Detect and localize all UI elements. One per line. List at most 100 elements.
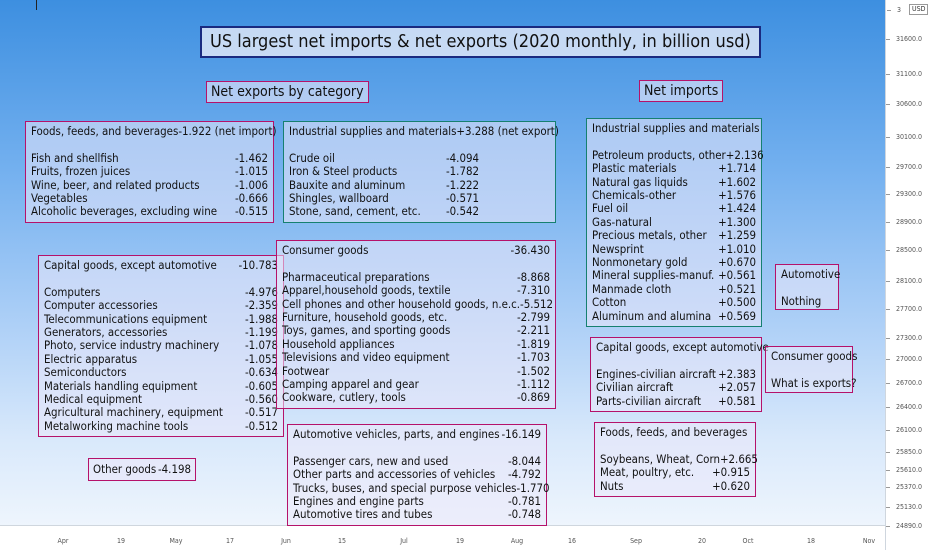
imports-capital-box: Capital goods, except automotive Engines…	[590, 337, 769, 413]
item-name: Computers	[44, 284, 101, 299]
list-item: Computer accessories -2.359	[44, 298, 278, 312]
price-tick: 27700.0	[885, 305, 923, 313]
price-tick: 29300.0	[885, 190, 923, 198]
exports-consumer-box: Consumer goods -36.430 Pharmaceutical pre…	[276, 240, 556, 409]
box-header: Consumer goods	[771, 349, 858, 363]
item-name: Furniture, household goods, etc.	[282, 310, 448, 325]
item-value: -1.819	[516, 336, 550, 351]
item-value: +2.136	[725, 147, 764, 162]
item-name: Shingles, wallboard	[289, 191, 389, 206]
list-item: Iron & Steel products -1.782	[289, 164, 479, 178]
list-item: Furniture, household goods, etc. -2.799	[282, 310, 550, 325]
price-tick: 31600.0	[885, 35, 923, 43]
item-value: -1.502	[516, 363, 550, 378]
box-header: Foods, feeds, and beverages	[31, 124, 179, 138]
item-name: Bauxite and aluminum	[289, 177, 406, 192]
item-value: -4.792	[507, 467, 541, 482]
box-header-value: -4.198	[157, 462, 191, 476]
item-value: -2.211	[516, 323, 550, 338]
item-value: +2.057	[718, 380, 756, 395]
item-name: Trucks, buses, and special purpose vehic…	[293, 480, 517, 495]
price-tick: 27000.0	[885, 355, 923, 363]
item-name: Civilian aircraft	[596, 380, 674, 395]
item-name: Passenger cars, new and used	[293, 453, 449, 468]
net-imports-label: Net imports	[639, 80, 724, 102]
item-value: -0.634	[244, 365, 278, 380]
time-tick: 19	[116, 537, 126, 545]
item-value: +1.576	[718, 188, 756, 203]
exports-automotive-box: Automotive vehicles, parts, and engines -…	[287, 424, 550, 526]
price-tick: 25130.0	[885, 503, 923, 511]
item-name: Chemicals-other	[592, 188, 677, 203]
list-item: Alcoholic beverages, excluding wine -0.51…	[31, 204, 268, 219]
item-name: Footwear	[282, 363, 330, 378]
item-name: Crude oil	[289, 150, 335, 165]
item-value: +1.714	[718, 161, 756, 176]
crosshair-line	[36, 0, 37, 10]
list-item: Agricultural machinery, equipment -0.517	[44, 406, 278, 420]
item-name: Medical equipment	[44, 392, 142, 407]
box-header: Automotive	[781, 267, 841, 281]
list-item: Computers -4.976	[44, 284, 278, 299]
item-name: Engines and engine parts	[293, 494, 424, 509]
item-name: Wine, beer, and related products	[31, 177, 200, 192]
price-tick: 31100.0	[885, 70, 923, 78]
list-item: Semiconductors -0.634	[44, 365, 278, 380]
list-item: Automotive tires and tubes -0.748	[293, 507, 541, 522]
item-name: Newsprint	[592, 241, 644, 256]
list-item: Televisions and video equipment -1.703	[282, 350, 550, 364]
list-item: Nuts +0.620	[600, 479, 750, 493]
item-name: Natural gas liquids	[592, 174, 688, 189]
list-item: Footwear -1.502	[282, 363, 550, 378]
item-name: Fuel oil	[592, 201, 629, 216]
list-item: Fruits, frozen juices -1.015	[31, 164, 268, 178]
item-name: Cell phones and other household goods, n…	[282, 296, 521, 311]
list-item: Parts-civilian aircraft +0.581	[596, 393, 756, 408]
item-value: -1.055	[244, 351, 278, 366]
price-axis[interactable]	[885, 0, 932, 550]
box-header: Industrial supplies and materials	[592, 121, 760, 135]
item-name: Automotive tires and tubes	[293, 507, 433, 522]
list-item: Cotton +0.500	[592, 295, 756, 310]
item-value: -4.094	[445, 150, 479, 165]
item-value: +0.500	[718, 295, 756, 310]
list-item: Other parts and accessories of vehicles -…	[293, 467, 541, 482]
list-item: Petroleum products, other +2.136	[592, 148, 764, 162]
item-value: -1.988	[244, 311, 278, 326]
item-name: Generators, accessories	[44, 325, 168, 340]
currency-label[interactable]: USD	[909, 4, 929, 15]
list-item: Household appliances -1.819	[282, 336, 550, 351]
item-name: Toys, games, and sporting goods	[282, 323, 451, 338]
box-header: Automotive vehicles, parts, and engines	[293, 427, 500, 441]
list-item: Camping apparel and gear -1.112	[282, 377, 550, 392]
item-value: -5.512	[520, 296, 554, 311]
list-item: Newsprint +1.010	[592, 241, 756, 256]
item-value: -0.512	[244, 418, 278, 433]
price-tick: 28100.0	[885, 277, 923, 285]
price-tick: 25370.0	[885, 483, 923, 491]
list-item: Manmade cloth +0.521	[592, 282, 756, 296]
item-name: Parts-civilian aircraft	[596, 393, 701, 408]
item-name: Soybeans, Wheat, Corn	[600, 451, 720, 466]
list-item: Meat, poultry, etc. +0.915	[600, 465, 750, 480]
time-tick: Oct	[742, 537, 754, 545]
item-name: Gas-natural	[592, 214, 652, 229]
list-item: Engines-civilian aircraft +2.383	[596, 367, 756, 381]
box-header-value: -1.922 (net import)	[178, 124, 277, 138]
item-value: -0.571	[445, 191, 479, 206]
item-name: Precious metals, other	[592, 228, 707, 243]
list-item: Telecommunications equipment -1.988	[44, 311, 278, 326]
item-value: -0.515	[234, 204, 268, 219]
item-value: +0.670	[718, 255, 756, 270]
item-name: Cookware, cutlery, tools	[282, 390, 406, 405]
item-value: -1.112	[516, 377, 550, 392]
list-item: Stone, sand, cement, etc. -0.542	[289, 204, 479, 219]
price-tick: 26700.0	[885, 379, 923, 387]
item-value: +0.915	[712, 465, 750, 480]
list-item: Fuel oil +1.424	[592, 201, 756, 216]
item-value: +1.602	[718, 174, 756, 189]
net-exports-label: Net exports by category	[206, 81, 369, 103]
item-name: Aluminum and alumina	[592, 308, 712, 323]
item-value: -0.542	[445, 204, 479, 219]
item-value: -1.199	[244, 325, 278, 340]
